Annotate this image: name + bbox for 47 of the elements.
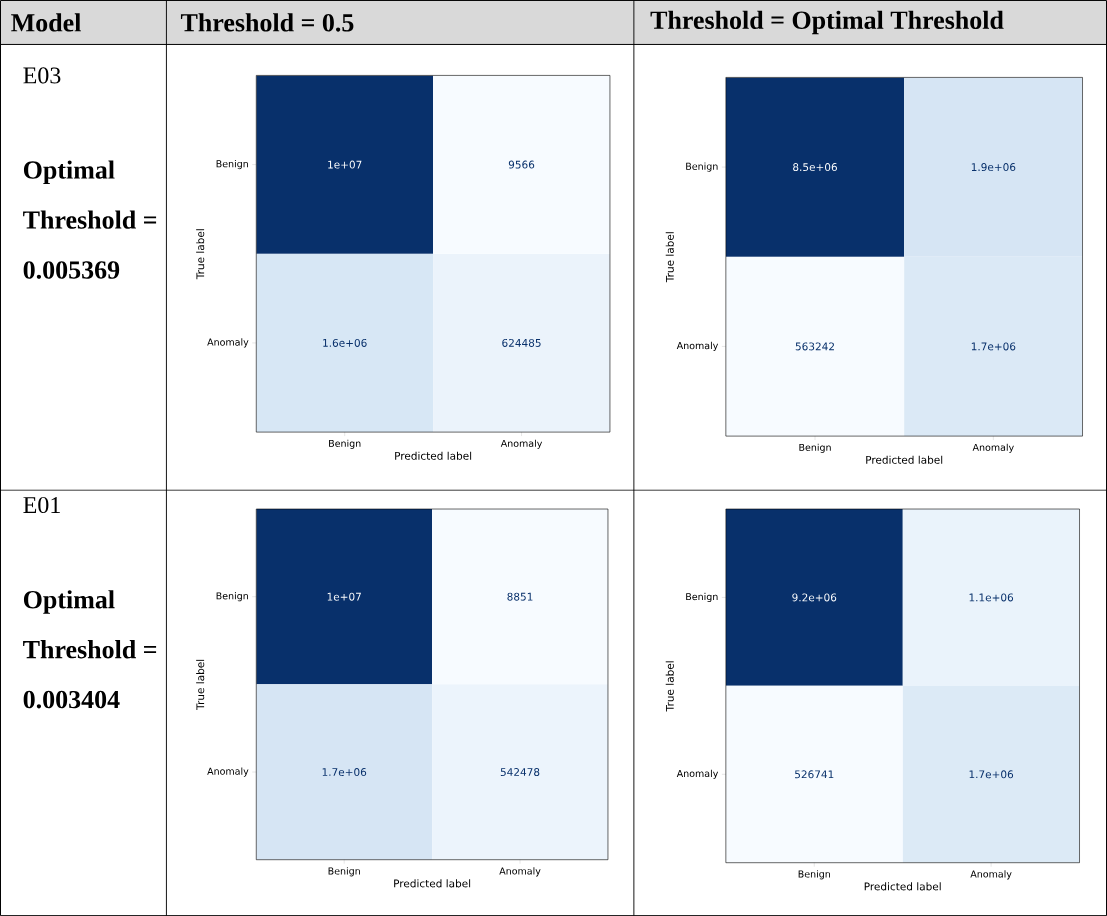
data-label: 1.9e+06: [971, 163, 1016, 171]
text: Threshold = 0.5: [180, 13, 354, 32]
y-tick-label: Anomaly: [676, 341, 719, 351]
text: E03: [23, 67, 61, 84]
text: Optimal Threshold = 0.005369: [23, 160, 157, 279]
x-axis-title: Predicted label: [394, 879, 471, 888]
data-label: 1.7e+06: [969, 770, 1014, 779]
data-label: 8851: [507, 592, 533, 601]
y-axis-title: True label: [665, 232, 674, 283]
x-tick-label: Benign: [798, 870, 830, 880]
y-tick-label: Anomaly: [676, 769, 719, 779]
data-label: 1.6e+06: [323, 338, 367, 347]
data-label: 542478: [500, 767, 540, 776]
y-axis-title: True label: [196, 229, 205, 280]
y-tick-label: Benign: [686, 592, 718, 602]
x-tick-label: Benign: [328, 867, 360, 877]
data-label: 526741: [795, 770, 834, 779]
text: Threshold = Optimal Threshold: [650, 10, 1004, 35]
x-tick-label: Benign: [329, 439, 361, 449]
x-axis-title: Predicted label: [866, 455, 943, 464]
x-tick-label: Anomaly: [972, 443, 1014, 453]
data-label: 8.5e+06: [793, 163, 837, 171]
text: Optimal Threshold = 0.003404: [23, 590, 157, 709]
data-label: 1.1e+06: [969, 593, 1014, 602]
x-tick-label: Benign: [799, 443, 831, 453]
data-label: 1e+07: [328, 160, 362, 169]
y-tick-label: Benign: [216, 592, 248, 602]
y-axis-title: True label: [196, 659, 205, 710]
x-axis-title: Predicted label: [864, 882, 941, 891]
x-axis-title: Predicted label: [395, 451, 472, 460]
data-label: 1.7e+06: [322, 767, 367, 776]
data-label: 9566: [508, 160, 535, 169]
x-tick-label: Anomaly: [500, 439, 543, 449]
data-label: 624485: [502, 338, 541, 347]
data-label: 1.7e+06: [971, 342, 1016, 351]
data-label: 9.2e+06: [792, 593, 837, 602]
x-tick-label: Anomaly: [970, 870, 1012, 880]
y-axis-title: True label: [665, 661, 674, 712]
text: E01: [23, 496, 60, 514]
x-tick-label: Anomaly: [499, 867, 541, 877]
text: Model: [11, 13, 81, 32]
y-tick-label: Benign: [216, 159, 248, 170]
y-tick-label: Anomaly: [207, 338, 249, 348]
y-tick-label: Anomaly: [207, 767, 249, 777]
y-tick-label: Benign: [686, 162, 718, 172]
data-label: 563242: [795, 342, 834, 351]
data-label: 1e+07: [327, 592, 361, 601]
